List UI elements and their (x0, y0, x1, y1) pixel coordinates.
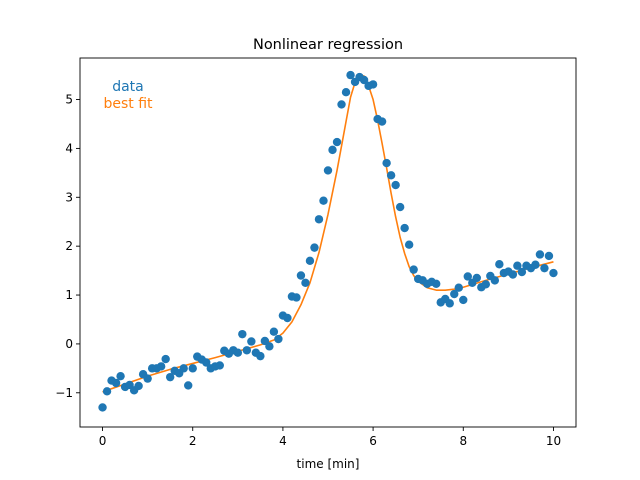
data-point (102, 387, 112, 396)
data-point (111, 378, 121, 388)
data-point (242, 346, 252, 355)
x-tick-label: 6 (369, 434, 377, 448)
data-point (215, 361, 224, 370)
data-point (391, 180, 400, 190)
y-tick-label: 1 (65, 288, 73, 302)
plot-area (79, 57, 577, 428)
x-tick-label: 2 (189, 434, 197, 448)
x-axis-label: time [min] (297, 457, 360, 471)
data-point (472, 273, 481, 283)
data-point (161, 354, 170, 364)
data-point (116, 371, 125, 381)
chart-title: Nonlinear regression (253, 37, 403, 53)
legend-entry-best-fit: best fit (103, 96, 153, 112)
legend: data best fit (103, 79, 153, 112)
data-point (463, 272, 472, 281)
data-point (377, 117, 387, 126)
x-tick-label: 0 (99, 434, 107, 448)
data-point (296, 271, 306, 280)
data-point (481, 280, 491, 289)
data-point (156, 362, 166, 371)
data-point (386, 171, 396, 180)
data-point (301, 278, 310, 288)
data-point (540, 263, 549, 273)
data-point (531, 260, 540, 269)
data-point (513, 261, 522, 270)
data-point (535, 250, 545, 259)
data-point (404, 240, 414, 249)
data-point (98, 403, 107, 412)
data-point (188, 364, 197, 373)
data-point (346, 70, 355, 80)
data-point (328, 145, 337, 155)
data-point (274, 334, 283, 344)
data-point (310, 243, 319, 252)
axes-frame (79, 57, 577, 428)
y-tick-label: −1 (55, 386, 73, 400)
data-point (459, 295, 468, 305)
data-point (269, 327, 279, 336)
data-point (495, 260, 504, 269)
data-point (184, 381, 193, 390)
data-point (256, 351, 265, 361)
data-point (143, 374, 152, 383)
x-tick-label: 4 (279, 434, 287, 448)
data-point (165, 372, 175, 382)
data-point (359, 75, 369, 85)
data-point (450, 289, 459, 299)
x-tick-label: 10 (546, 434, 561, 448)
data-point (233, 348, 243, 357)
data-point (292, 293, 301, 302)
data-point (445, 299, 454, 308)
data-point (179, 364, 188, 373)
data-point (202, 358, 211, 367)
data-point (544, 251, 554, 261)
data-point (368, 80, 378, 89)
data-point (508, 270, 518, 279)
data-point (319, 196, 328, 205)
x-axis: 0 2 4 6 8 10 (99, 427, 561, 448)
data-point (314, 215, 324, 224)
data-point (238, 329, 247, 339)
data-point (247, 337, 256, 346)
data-point (454, 283, 463, 292)
data-point (400, 223, 409, 233)
data-point (341, 88, 351, 97)
points-layer (98, 70, 558, 412)
data-point (323, 166, 333, 175)
data-point (517, 267, 527, 277)
data-point (395, 202, 405, 212)
y-tick-label: 2 (65, 239, 73, 253)
data-point (332, 137, 342, 147)
y-tick-label: 5 (65, 93, 73, 107)
data-point (134, 381, 143, 391)
data-point (382, 158, 391, 168)
legend-entry-data: data (112, 79, 144, 95)
y-tick-label: 0 (65, 337, 73, 351)
y-tick-label: 3 (65, 190, 73, 204)
y-tick-label: 4 (65, 141, 73, 155)
data-point (305, 256, 315, 266)
x-tick-label: 8 (459, 434, 467, 448)
data-point (265, 342, 274, 351)
data-point (490, 276, 500, 285)
data-point (432, 279, 441, 288)
data-point (409, 265, 418, 274)
data-point (549, 268, 558, 278)
data-point (337, 100, 346, 109)
data-point (283, 313, 292, 323)
y-axis: −1 0 1 2 3 4 5 (55, 93, 80, 400)
